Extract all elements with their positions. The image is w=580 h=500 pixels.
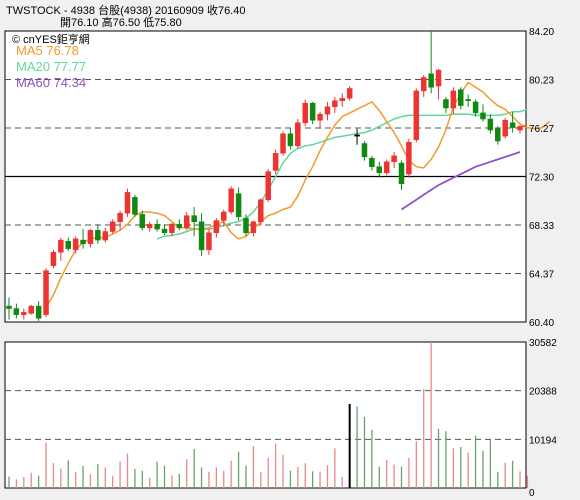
legend-ma5: MA5 76.78 [16, 43, 79, 58]
candle [35, 301, 42, 321]
candle [465, 94, 471, 107]
candle [413, 88, 420, 143]
candle [383, 159, 390, 176]
candle [517, 125, 523, 134]
header-line-2: 開76.10 高76.50 低75.80 [60, 17, 182, 29]
candle [369, 155, 375, 171]
legend-ma60: MA60 74.34 [16, 75, 87, 90]
candle [450, 87, 457, 115]
candlesticks [6, 31, 523, 321]
candle [221, 209, 227, 227]
candle [28, 304, 34, 315]
candle [243, 214, 249, 237]
price-tick-label: 68.33 [529, 221, 554, 232]
candle [109, 219, 116, 234]
candle [324, 101, 331, 121]
legend-ma20: MA20 77.77 [16, 59, 87, 74]
candle [487, 114, 494, 134]
candle [198, 213, 205, 256]
candle [235, 187, 242, 221]
candle [258, 198, 264, 226]
price-tick-label: 64.37 [529, 269, 554, 280]
ma5-line [45, 81, 551, 308]
candle [228, 186, 234, 215]
candle [183, 211, 190, 231]
candle [339, 93, 346, 107]
candle [509, 111, 516, 133]
candle [250, 220, 257, 237]
candle [87, 229, 94, 248]
candle [6, 297, 12, 320]
candle [361, 141, 368, 161]
candle [169, 222, 175, 237]
volume-tick-label: 10194 [529, 435, 557, 446]
brand-label: © cnYES鉅亨網 [12, 34, 90, 46]
candle [95, 224, 101, 244]
candle [287, 127, 294, 150]
candle [458, 87, 464, 110]
price-tick-label: 84.20 [529, 27, 554, 38]
candle [502, 117, 508, 139]
candle [354, 128, 360, 145]
candle [309, 101, 316, 124]
candle [346, 86, 353, 101]
price-tick-label: 72.30 [529, 173, 554, 184]
candle [406, 138, 412, 178]
volume-tick-label: 30582 [529, 338, 557, 349]
candle [176, 219, 183, 231]
candle [495, 126, 501, 145]
candle [58, 237, 64, 261]
volume-tick-label: 20388 [529, 387, 557, 398]
candle [428, 31, 434, 94]
candle [435, 68, 442, 100]
candle [302, 99, 308, 127]
candle [13, 303, 20, 319]
candle [332, 97, 338, 113]
price-tick-label: 60.40 [529, 318, 554, 329]
candle [295, 119, 301, 149]
candle [72, 236, 79, 254]
candle [132, 194, 138, 217]
candle [161, 224, 168, 236]
candle [472, 99, 479, 117]
ma60-line [401, 151, 521, 211]
candle [139, 210, 146, 231]
price-axis-ticks: 84.20 80.23 76.27 72.30 68.33 64.37 60.40 [529, 27, 554, 329]
volume-tick-label: 0 [529, 488, 535, 499]
candle [398, 160, 405, 190]
candle [117, 210, 123, 231]
candle [391, 152, 397, 168]
candle [65, 237, 71, 252]
header-line-1: TWSTOCK - 4938 台股(4938) 20160909 收76.40 [6, 5, 246, 17]
price-tick-label: 76.27 [529, 124, 554, 135]
candle [146, 221, 153, 232]
candle [191, 207, 197, 237]
candle [21, 308, 27, 320]
candle [102, 227, 109, 243]
candle [272, 149, 279, 175]
candle [280, 131, 286, 156]
candle [43, 268, 49, 318]
candle [265, 169, 271, 203]
candle [420, 75, 427, 98]
candle [124, 188, 131, 217]
candle [213, 218, 220, 238]
candle [443, 97, 449, 113]
volume-bars [8, 342, 529, 488]
candle [154, 219, 160, 232]
candle [206, 229, 212, 255]
volume-axis-ticks: 30582 20388 10194 0 [529, 338, 557, 499]
candle [80, 229, 86, 249]
price-tick-label: 80.23 [529, 76, 554, 87]
candle [317, 111, 323, 129]
candle [376, 161, 383, 178]
candle [50, 249, 57, 269]
candle [480, 104, 486, 122]
